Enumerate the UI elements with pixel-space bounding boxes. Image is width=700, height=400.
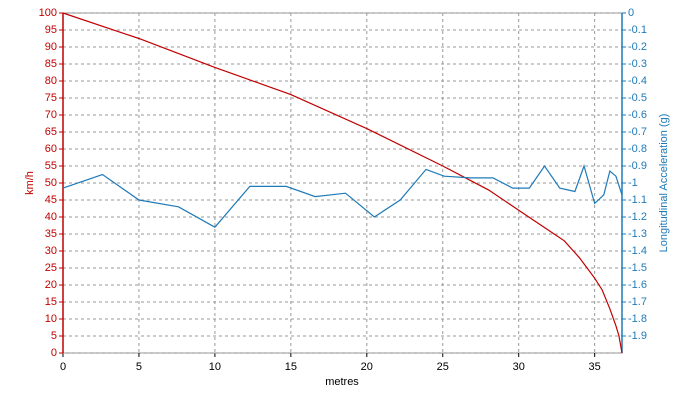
y2-tick-label: -1.2 xyxy=(628,211,647,223)
y-tick-label: 45 xyxy=(45,194,57,206)
y2-tick-label: -0.3 xyxy=(628,58,647,70)
y2-tick-label: -1.1 xyxy=(628,194,647,206)
x-tick-label: 15 xyxy=(285,361,297,373)
y2-tick-label: 0 xyxy=(628,7,634,19)
y2-tick-label: -0.2 xyxy=(628,41,647,53)
y-tick-label: 85 xyxy=(45,58,57,70)
y2-tick-label: -1.6 xyxy=(628,279,647,291)
x-tick-label: 5 xyxy=(136,361,142,373)
y2-tick-label: -1.9 xyxy=(628,330,647,342)
y2-tick-label: -1.8 xyxy=(628,313,647,325)
x-tick-label: 35 xyxy=(589,361,601,373)
y-tick-label: 50 xyxy=(45,177,57,189)
y-tick-label: 5 xyxy=(51,330,57,342)
y2-tick-label: -0.8 xyxy=(628,143,647,155)
y-tick-label: 10 xyxy=(45,313,57,325)
y-tick-label: 100 xyxy=(39,7,57,19)
y-tick-label: 70 xyxy=(45,109,57,121)
y-tick-label: 60 xyxy=(45,143,57,155)
y-tick-label: 95 xyxy=(45,24,57,36)
x-axis-label: metres xyxy=(325,376,359,388)
x-tick-label: 10 xyxy=(209,361,221,373)
y-tick-label: 0 xyxy=(51,347,57,359)
x-tick-label: 25 xyxy=(437,361,449,373)
y-tick-label: 30 xyxy=(45,245,57,257)
y-tick-label: 15 xyxy=(45,296,57,308)
y-axis-label: km/h xyxy=(24,171,36,195)
y2-tick-label: -1 xyxy=(628,177,638,189)
y-tick-label: 80 xyxy=(45,75,57,87)
y-tick-label: 35 xyxy=(45,228,57,240)
y2-tick-label: -0.5 xyxy=(628,92,647,104)
y2-tick-label: -0.1 xyxy=(628,24,647,36)
y-tick-label: 20 xyxy=(45,279,57,291)
y2-tick-label: -1.7 xyxy=(628,296,647,308)
y-tick-label: 55 xyxy=(45,160,57,172)
x-tick-label: 30 xyxy=(513,361,525,373)
y2-tick-label: -0.6 xyxy=(628,109,647,121)
y-tick-label: 90 xyxy=(45,41,57,53)
y2-axis-label: Longitudinal Acceleration (g) xyxy=(658,114,670,253)
y-tick-label: 65 xyxy=(45,126,57,138)
y-tick-label: 75 xyxy=(45,92,57,104)
y2-tick-label: -1.3 xyxy=(628,228,647,240)
x-tick-label: 20 xyxy=(361,361,373,373)
y2-tick-label: -0.7 xyxy=(628,126,647,138)
y2-tick-label: -0.9 xyxy=(628,160,647,172)
series-line xyxy=(62,12,623,354)
y2-tick-label: -1.5 xyxy=(628,262,647,274)
x-tick-label: 0 xyxy=(60,361,66,373)
y-tick-label: 40 xyxy=(45,211,57,223)
y2-tick-label: -1.4 xyxy=(628,245,647,257)
y-tick-label: 25 xyxy=(45,262,57,274)
y2-tick-label: -0.4 xyxy=(628,75,647,87)
series-line xyxy=(62,164,623,228)
